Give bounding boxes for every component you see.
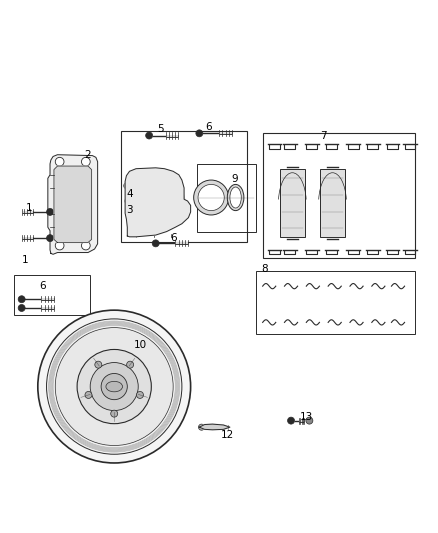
Circle shape (46, 208, 53, 215)
Text: 2: 2 (85, 150, 92, 160)
Text: 12: 12 (221, 430, 234, 440)
Circle shape (125, 198, 130, 204)
Circle shape (131, 176, 185, 230)
Text: 9: 9 (231, 174, 237, 184)
Circle shape (46, 319, 182, 454)
Text: 5: 5 (157, 124, 163, 134)
Bar (263, 133, 416, 258)
Text: 3: 3 (126, 205, 133, 215)
Bar (280, 169, 305, 237)
Circle shape (127, 361, 134, 368)
Text: 1: 1 (21, 255, 28, 265)
Bar (256, 271, 416, 334)
Circle shape (101, 374, 127, 400)
Polygon shape (48, 155, 98, 254)
Circle shape (81, 241, 90, 250)
Polygon shape (54, 166, 92, 243)
Bar (197, 164, 256, 231)
Circle shape (38, 310, 191, 463)
Circle shape (55, 157, 64, 166)
Circle shape (196, 130, 203, 137)
Circle shape (288, 417, 294, 424)
Circle shape (90, 362, 138, 410)
Text: 10: 10 (134, 340, 147, 350)
Ellipse shape (230, 187, 241, 208)
Circle shape (152, 240, 159, 247)
Circle shape (18, 296, 25, 303)
Circle shape (77, 350, 151, 424)
Ellipse shape (106, 381, 123, 392)
Bar (14, 275, 90, 314)
Circle shape (85, 391, 92, 399)
Circle shape (55, 328, 173, 446)
Circle shape (194, 180, 229, 215)
Circle shape (136, 181, 180, 225)
Text: 1: 1 (26, 203, 32, 213)
Text: 6: 6 (205, 122, 212, 132)
Bar (320, 169, 345, 237)
Polygon shape (199, 424, 230, 430)
Circle shape (143, 188, 173, 219)
Circle shape (198, 184, 224, 211)
Circle shape (55, 241, 64, 250)
Circle shape (306, 417, 313, 424)
Circle shape (146, 132, 152, 139)
Circle shape (95, 361, 102, 368)
Text: 6: 6 (39, 281, 46, 291)
Text: 6: 6 (170, 233, 177, 243)
Circle shape (124, 182, 131, 189)
Circle shape (137, 391, 144, 399)
Text: 13: 13 (300, 412, 313, 422)
Bar (121, 131, 247, 243)
Circle shape (46, 235, 53, 241)
Polygon shape (125, 168, 191, 237)
Circle shape (81, 157, 90, 166)
Ellipse shape (227, 184, 244, 211)
Text: 8: 8 (261, 264, 268, 273)
Circle shape (198, 424, 205, 430)
Text: 4: 4 (126, 189, 133, 199)
Circle shape (18, 304, 25, 311)
Text: 7: 7 (321, 131, 327, 141)
Circle shape (111, 410, 118, 417)
